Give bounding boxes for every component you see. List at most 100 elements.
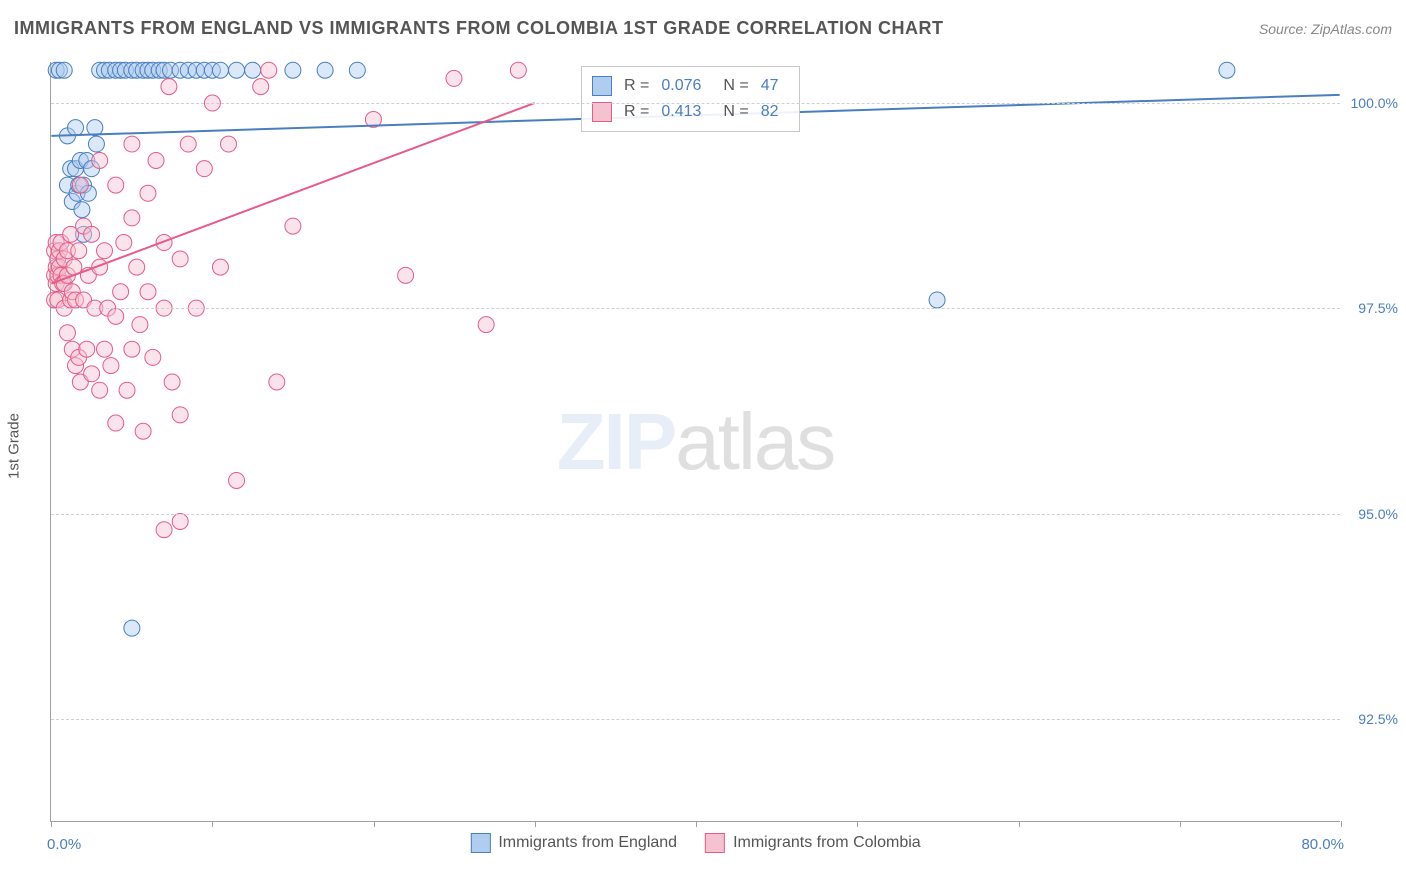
- x-tick: [212, 821, 213, 827]
- x-tick: [696, 821, 697, 827]
- data-point-england: [929, 292, 945, 308]
- data-point-colombia: [478, 317, 494, 333]
- data-point-england: [229, 62, 245, 78]
- data-point-colombia: [156, 522, 172, 538]
- r-label: R =: [624, 77, 649, 95]
- data-point-colombia: [113, 284, 129, 300]
- data-point-colombia: [172, 514, 188, 530]
- data-point-colombia: [140, 185, 156, 201]
- data-point-colombia: [84, 226, 100, 242]
- data-point-colombia: [116, 235, 132, 251]
- data-point-colombia: [221, 136, 237, 152]
- data-point-colombia: [145, 349, 161, 365]
- y-tick-label: 100.0%: [1348, 95, 1398, 111]
- data-point-colombia: [72, 177, 88, 193]
- x-tick: [857, 821, 858, 827]
- data-point-colombia: [108, 415, 124, 431]
- r-label: R =: [624, 103, 649, 121]
- grid-line: [51, 719, 1340, 720]
- data-point-colombia: [132, 317, 148, 333]
- data-point-england: [56, 62, 72, 78]
- x-axis-min-label: 0.0%: [47, 836, 81, 853]
- n-value-colombia: 82: [761, 103, 779, 121]
- data-point-colombia: [124, 136, 140, 152]
- legend-swatch-colombia: [705, 833, 725, 853]
- x-axis-max-label: 80.0%: [1301, 836, 1344, 853]
- x-tick: [1019, 821, 1020, 827]
- swatch-colombia: [592, 102, 612, 122]
- grid-line: [51, 514, 1340, 515]
- x-tick: [535, 821, 536, 827]
- data-point-colombia: [79, 341, 95, 357]
- r-value-england: 0.076: [661, 77, 701, 95]
- data-point-england: [285, 62, 301, 78]
- correlation-stats-box: R = 0.076 N = 47 R = 0.413 N = 82: [581, 66, 800, 132]
- grid-line: [51, 308, 1340, 309]
- data-point-colombia: [172, 251, 188, 267]
- n-label: N =: [723, 103, 748, 121]
- data-point-colombia: [97, 243, 113, 259]
- data-point-england: [212, 62, 228, 78]
- data-point-colombia: [84, 366, 100, 382]
- swatch-england: [592, 76, 612, 96]
- data-point-colombia: [92, 152, 108, 168]
- data-point-colombia: [124, 210, 140, 226]
- data-point-colombia: [229, 472, 245, 488]
- y-tick-label: 95.0%: [1348, 506, 1398, 522]
- data-point-colombia: [196, 161, 212, 177]
- legend-item-colombia: Immigrants from Colombia: [705, 833, 921, 853]
- data-point-colombia: [148, 152, 164, 168]
- chart-svg: [51, 62, 1340, 821]
- data-point-colombia: [446, 70, 462, 86]
- source-attribution: Source: ZipAtlas.com: [1259, 21, 1392, 37]
- data-point-england: [87, 120, 103, 136]
- data-point-colombia: [285, 218, 301, 234]
- stats-row-england: R = 0.076 N = 47: [592, 73, 789, 99]
- data-point-colombia: [269, 374, 285, 390]
- data-point-colombia: [59, 325, 75, 341]
- data-point-colombia: [97, 341, 113, 357]
- y-tick-label: 92.5%: [1348, 711, 1398, 727]
- plot-area: ZIPatlas R =0.076N =47R =0.413N =82 Immi…: [50, 62, 1340, 822]
- x-tick: [51, 821, 52, 827]
- data-point-colombia: [108, 308, 124, 324]
- grid-line: [51, 103, 1340, 104]
- title-bar: IMMIGRANTS FROM ENGLAND VS IMMIGRANTS FR…: [14, 18, 1392, 39]
- data-point-colombia: [172, 407, 188, 423]
- data-point-england: [124, 620, 140, 636]
- data-point-colombia: [129, 259, 145, 275]
- data-point-colombia: [261, 62, 277, 78]
- data-point-england: [68, 120, 84, 136]
- x-tick: [374, 821, 375, 827]
- y-tick-label: 97.5%: [1348, 300, 1398, 316]
- bottom-legend: Immigrants from England Immigrants from C…: [470, 833, 920, 853]
- legend-swatch-england: [470, 833, 490, 853]
- n-value-england: 47: [761, 77, 779, 95]
- data-point-colombia: [124, 341, 140, 357]
- y-axis-label: 1st Grade: [6, 413, 23, 479]
- data-point-england: [88, 136, 104, 152]
- x-tick: [1341, 821, 1342, 827]
- data-point-colombia: [119, 382, 135, 398]
- n-label: N =: [723, 77, 748, 95]
- legend-label-england: Immigrants from England: [498, 834, 677, 852]
- data-point-colombia: [103, 358, 119, 374]
- data-point-england: [74, 202, 90, 218]
- legend-item-england: Immigrants from England: [470, 833, 677, 853]
- data-point-colombia: [180, 136, 196, 152]
- trend-line-colombia: [51, 103, 534, 284]
- chart-title: IMMIGRANTS FROM ENGLAND VS IMMIGRANTS FR…: [14, 18, 943, 39]
- data-point-england: [317, 62, 333, 78]
- data-point-colombia: [135, 423, 151, 439]
- data-point-colombia: [510, 62, 526, 78]
- legend-label-colombia: Immigrants from Colombia: [733, 834, 921, 852]
- x-tick: [1180, 821, 1181, 827]
- data-point-colombia: [161, 79, 177, 95]
- data-point-colombia: [253, 79, 269, 95]
- data-point-colombia: [71, 243, 87, 259]
- r-value-colombia: 0.413: [661, 103, 701, 121]
- data-point-england: [245, 62, 261, 78]
- data-point-colombia: [164, 374, 180, 390]
- data-point-colombia: [140, 284, 156, 300]
- data-point-england: [349, 62, 365, 78]
